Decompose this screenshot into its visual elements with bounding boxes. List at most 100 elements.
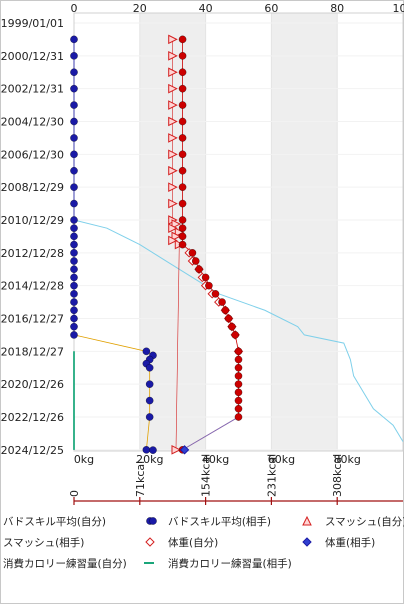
legend-label: 体重(自分) [168,536,218,549]
marker-weight-self [179,101,186,108]
marker-skill-opponent [143,348,150,355]
top-axis-tick-label: 80 [330,2,344,15]
marker-weight-self [235,356,242,363]
marker-skill-self [70,249,77,256]
marker-skill-self [70,307,77,314]
marker-skill-self [70,257,77,264]
kcal-axis-tick-label: 0 [68,490,81,497]
legend-label: スマッシュ(自分) [325,515,404,528]
legend-marker [303,517,311,525]
marker-weight-self [235,397,242,404]
marker-skill-self [70,323,77,330]
marker-skill-self [70,225,77,232]
marker-skill-opponent [146,413,153,420]
marker-skill-self [70,274,77,281]
marker-weight-self [235,381,242,388]
top-axis-tick-label: 60 [264,2,278,15]
marker-weight-self [218,298,225,305]
kcal-axis-tick-label: 231kcal [265,454,278,497]
marker-skill-opponent [146,364,153,371]
y-axis-tick-label: 2010/12/29 [1,214,64,227]
y-axis-tick-label: 2016/12/27 [1,312,64,325]
kcal-axis-tick-label: 71kcal [134,461,147,497]
y-axis-tick-label: 1999/01/01 [1,17,64,30]
legend-marker [146,538,154,546]
marker-weight-self [179,167,186,174]
marker-skill-self [70,69,77,76]
marker-weight-self [235,364,242,371]
marker-skill-self [70,241,77,248]
marker-weight-self [235,348,242,355]
legend-label: 消費カロリー練習量(相手) [168,557,292,570]
marker-weight-self [179,216,186,223]
marker-skill-self [70,282,77,289]
marker-weight-self [179,151,186,158]
legend-label: バドスキル平均(自分) [3,515,106,528]
marker-weight-self [235,372,242,379]
marker-weight-self [228,323,235,330]
top-axis-tick-label: 40 [199,2,213,15]
top-axis-tick-label: 100 [393,2,404,15]
legend-label: 消費カロリー練習量(自分) [3,557,127,570]
marker-skill-self [70,290,77,297]
marker-weight-self [179,134,186,141]
legend-label: バドスキル平均(相手) [168,515,271,528]
marker-skill-opponent [146,397,153,404]
marker-skill-opponent [146,381,153,388]
marker-skill-opponent [143,446,150,453]
marker-skill-self [70,233,77,240]
y-axis-tick-label: 2008/12/29 [1,181,64,194]
marker-weight-self [179,233,186,240]
shaded-band [271,13,337,451]
connector-line [74,335,146,351]
marker-skill-self [70,216,77,223]
marker-weight-self [195,266,202,273]
marker-skill-self [70,266,77,273]
legend-label: 体重(相手) [325,536,375,549]
marker-weight-self [179,36,186,43]
marker-skill-self [70,151,77,158]
marker-weight-self [235,389,242,396]
marker-weight-self [179,200,186,207]
y-axis-tick-label: 2014/12/28 [1,280,64,293]
marker-weight-self [232,331,239,338]
legend-marker [303,538,311,546]
y-axis-tick-label: 2012/12/28 [1,247,64,260]
y-axis-tick-label: 2002/12/31 [1,83,64,96]
marker-skill-self [70,52,77,59]
y-axis-tick-label: 2018/12/27 [1,345,64,358]
marker-weight-self [212,290,219,297]
y-axis-tick-label: 2024/12/25 [1,444,64,457]
marker-weight-self [222,307,229,314]
marker-weight-self [179,184,186,191]
marker-skill-self [70,200,77,207]
bottom-kg-tick-label: 0kg [74,453,94,466]
marker-weight-self [189,249,196,256]
top-axis-tick-label: 0 [71,2,78,15]
y-axis-tick-label: 2022/12/26 [1,411,64,424]
marker-weight-self [192,257,199,264]
marker-weight-self [179,69,186,76]
marker-skill-self [70,298,77,305]
marker-skill-self [70,134,77,141]
marker-weight-self [179,225,186,232]
marker-skill-self [70,101,77,108]
marker-weight-self [225,315,232,322]
y-axis-tick-label: 2004/12/30 [1,115,64,128]
marker-weight-self [235,413,242,420]
marker-skill-self [70,118,77,125]
marker-skill-self [70,315,77,322]
marker-skill-self [70,85,77,92]
marker-weight-self [179,118,186,125]
y-axis-tick-label: 2006/12/30 [1,148,64,161]
y-axis-tick-label: 2000/12/31 [1,50,64,63]
marker-skill-self [70,331,77,338]
marker-weight-self [202,274,209,281]
y-axis-tick-label: 2020/12/26 [1,378,64,391]
marker-skill-self [70,184,77,191]
legend-label: スマッシュ(相手) [3,536,84,549]
marker-skill-opponent [149,447,156,454]
marker-weight-self [179,241,186,248]
